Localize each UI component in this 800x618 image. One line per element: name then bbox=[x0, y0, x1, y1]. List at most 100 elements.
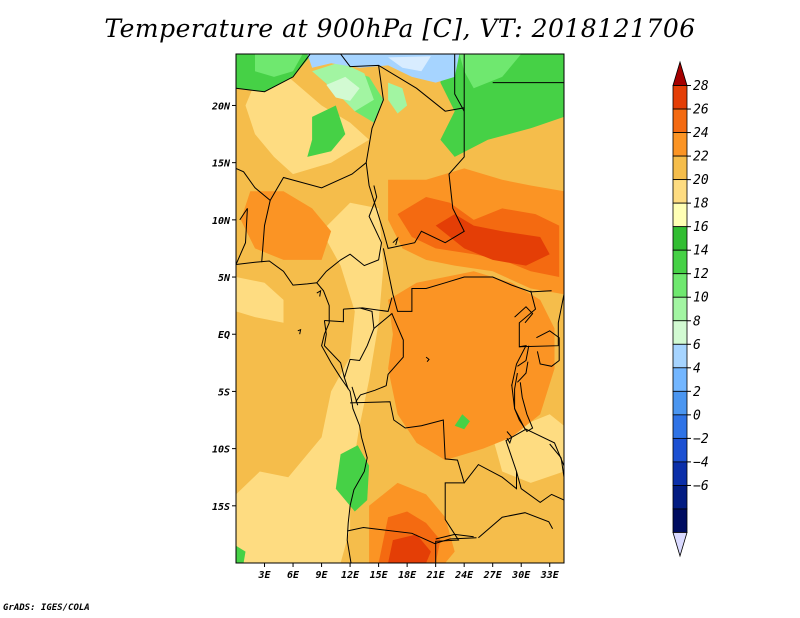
lon-tick-label: 33E bbox=[540, 570, 560, 581]
longitude-axis: 3E 6E 9E 12E 15E 18E 21E 24E 27E 30E 33E bbox=[257, 563, 560, 581]
coastline-7 bbox=[506, 431, 513, 445]
lat-tick-label: 15N bbox=[212, 159, 231, 170]
lat-tick-label: EQ bbox=[218, 330, 230, 341]
coastline-8 bbox=[425, 356, 430, 363]
coastline-2 bbox=[297, 328, 302, 335]
colorbar-label: 8 bbox=[693, 314, 701, 329]
temp-region-8-0 bbox=[326, 76, 360, 101]
temp-region-6-2 bbox=[459, 54, 522, 89]
colorbar-label: 10 bbox=[693, 291, 709, 306]
lon-tick-label: 12E bbox=[341, 570, 360, 581]
border-line-15 bbox=[350, 401, 465, 563]
border-line-22 bbox=[517, 345, 530, 367]
coastline-4 bbox=[514, 306, 534, 324]
colorbar-swatch bbox=[672, 390, 688, 416]
country-borders bbox=[236, 54, 564, 563]
map-frame bbox=[235, 53, 565, 564]
colorbar-label: 24 bbox=[693, 126, 709, 141]
border-line-8 bbox=[382, 248, 552, 312]
colorbar-label: 16 bbox=[693, 220, 709, 235]
lon-tick-label: 9E bbox=[316, 570, 329, 581]
temp-region-7-1 bbox=[388, 82, 408, 114]
lon-tick-label: 3E bbox=[257, 570, 271, 581]
lon-tick-label: 6E bbox=[287, 570, 300, 581]
coastline-0 bbox=[236, 260, 368, 563]
temp-region-4-0 bbox=[435, 214, 550, 266]
temp-region-10-0 bbox=[388, 56, 431, 72]
border-line-23 bbox=[519, 294, 564, 348]
colorbar-swatch bbox=[672, 108, 688, 133]
colorbar-swatch bbox=[672, 414, 688, 439]
temp-region-5-5 bbox=[454, 414, 470, 430]
colorbar-label: 18 bbox=[693, 197, 709, 212]
latitude-axis: 20N 15N 10N 5N EQ 5S 10S 15S bbox=[211, 101, 236, 513]
border-line-19 bbox=[516, 471, 564, 504]
colorbar-label: −6 bbox=[693, 479, 709, 494]
colorbar-label: 20 bbox=[693, 173, 709, 188]
border-line-11 bbox=[323, 320, 345, 378]
colorbar-swatch bbox=[672, 273, 688, 298]
lat-tick-label: 5S bbox=[218, 387, 230, 398]
temp-region-4-1 bbox=[388, 534, 431, 563]
border-line-17 bbox=[435, 533, 474, 540]
temp-region-2-1 bbox=[388, 271, 555, 461]
border-line-0 bbox=[236, 54, 311, 93]
colorbar-label: 28 bbox=[693, 79, 709, 94]
lat-tick-label: 5N bbox=[218, 273, 231, 284]
border-line-16 bbox=[347, 526, 477, 545]
grads-credit: GrADS: IGES/COLA bbox=[3, 603, 90, 613]
border-line-12 bbox=[343, 307, 375, 390]
temp-region-6-0 bbox=[255, 54, 303, 77]
colorbar-swatch bbox=[672, 155, 688, 181]
lat-tick-label: 20N bbox=[211, 101, 231, 112]
colorbar-swatch bbox=[672, 532, 688, 558]
colorbar-swatch bbox=[672, 202, 688, 228]
colorbar-label: 2 bbox=[693, 385, 701, 400]
border-line-2 bbox=[365, 65, 465, 249]
border-line-9 bbox=[343, 297, 393, 312]
colorbar-label: 12 bbox=[693, 267, 709, 282]
coastline-1 bbox=[316, 289, 322, 297]
plot-title: Temperature at 900hPa [C], VT: 201812170… bbox=[104, 14, 696, 43]
border-line-14 bbox=[351, 386, 359, 406]
colorbar-label: 26 bbox=[693, 103, 709, 118]
lon-tick-label: 27E bbox=[483, 570, 503, 581]
border-line-3 bbox=[236, 162, 367, 202]
colorbar-swatch bbox=[672, 132, 688, 157]
colorbar-swatch bbox=[672, 296, 688, 322]
colorbar-swatch bbox=[672, 320, 688, 345]
colorbar-swatch bbox=[672, 485, 688, 510]
coastline-9 bbox=[392, 236, 399, 246]
colorbar-swatch bbox=[672, 367, 688, 392]
temp-region-5-2 bbox=[335, 445, 370, 512]
lon-tick-label: 15E bbox=[370, 570, 389, 581]
colorbar-swatch bbox=[672, 437, 688, 463]
colorbar-label: −4 bbox=[693, 455, 709, 470]
temperature-shading bbox=[236, 54, 564, 563]
border-line-10 bbox=[324, 309, 344, 323]
colorbar-swatch bbox=[672, 226, 688, 251]
lat-tick-label: 10N bbox=[212, 216, 231, 227]
border-line-13 bbox=[355, 312, 404, 402]
colorbar-label: 14 bbox=[693, 244, 709, 259]
border-line-7 bbox=[316, 185, 383, 284]
border-line-6 bbox=[236, 208, 248, 265]
colorbar-swatch bbox=[672, 249, 688, 275]
temp-region-5-4 bbox=[236, 545, 246, 563]
colorbar-swatch bbox=[672, 508, 688, 533]
lat-tick-label: 10S bbox=[212, 445, 230, 456]
lat-tick-label: 15S bbox=[212, 502, 230, 513]
colorbar-label: −2 bbox=[693, 432, 709, 447]
lon-tick-label: 21E bbox=[426, 570, 446, 581]
border-line-5 bbox=[239, 208, 248, 221]
colorbar-label: 4 bbox=[693, 361, 701, 376]
lon-tick-label: 18E bbox=[398, 570, 417, 581]
border-line-20 bbox=[478, 512, 554, 539]
border-line-25 bbox=[454, 54, 465, 112]
colorbar-swatch bbox=[672, 179, 688, 204]
temp-region-1-1 bbox=[245, 76, 370, 175]
colorbar-swatch bbox=[672, 60, 688, 86]
coastline-3 bbox=[514, 373, 534, 433]
